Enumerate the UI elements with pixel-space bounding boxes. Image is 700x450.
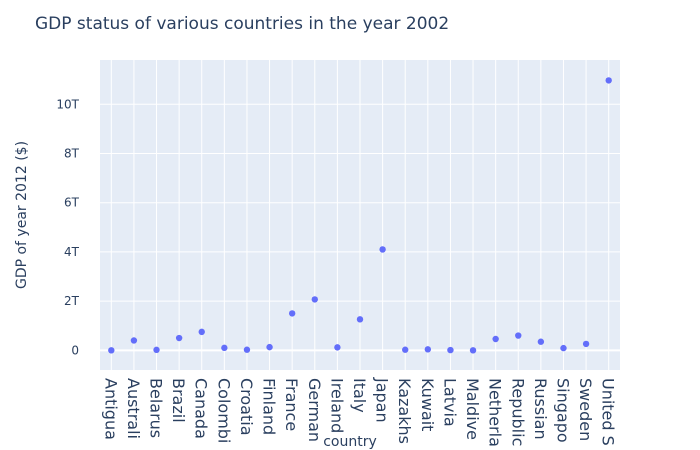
data-point[interactable] bbox=[221, 344, 228, 352]
data-point[interactable] bbox=[469, 347, 477, 354]
data-point[interactable] bbox=[379, 246, 386, 253]
x-tick-label: Canada bbox=[192, 378, 211, 439]
x-axis-title: country bbox=[323, 434, 377, 450]
data-point[interactable] bbox=[243, 346, 251, 353]
x-tick-label: Antigua bbox=[101, 378, 120, 440]
data-point[interactable] bbox=[108, 347, 115, 354]
x-axis-ticks: Antigua Australi Belarus Brazil Canada Colomb… bbox=[101, 377, 617, 447]
data-point[interactable] bbox=[537, 338, 545, 345]
data-point[interactable] bbox=[402, 346, 409, 353]
data-point[interactable] bbox=[492, 335, 499, 343]
data-point[interactable] bbox=[560, 344, 567, 352]
data-point[interactable] bbox=[582, 340, 590, 348]
x-tick-label: Sweden bbox=[576, 378, 595, 441]
x-tick-label: Kazakhs bbox=[395, 378, 414, 444]
data-point[interactable] bbox=[266, 343, 273, 351]
data-point[interactable] bbox=[605, 77, 612, 84]
data-point[interactable] bbox=[175, 334, 183, 342]
x-tick-label: United S bbox=[599, 378, 618, 446]
data-point[interactable] bbox=[356, 316, 364, 323]
x-tick-label: Croatia bbox=[237, 378, 256, 436]
data-point[interactable] bbox=[130, 337, 138, 344]
x-tick-label: Finland bbox=[260, 378, 279, 435]
y-tick-label: 6T bbox=[64, 196, 80, 210]
y-tick-label: 8T bbox=[64, 146, 80, 160]
data-points bbox=[108, 77, 612, 354]
x-tick-label: Colombi bbox=[214, 378, 233, 443]
x-tick-label: Russian bbox=[531, 378, 550, 440]
x-tick-label: Brazil bbox=[169, 378, 188, 423]
x-tick-label: Singapo bbox=[553, 378, 572, 443]
x-tick-label: Italy bbox=[350, 378, 369, 413]
data-point[interactable] bbox=[288, 310, 296, 317]
x-tick-label: Maldive bbox=[463, 378, 482, 440]
data-point[interactable] bbox=[198, 328, 205, 336]
y-tick-label: 4T bbox=[64, 245, 80, 259]
x-tick-label: Netherla bbox=[486, 378, 505, 447]
x-tick-label: France bbox=[282, 378, 301, 431]
grid-lines bbox=[100, 60, 620, 370]
data-point[interactable] bbox=[515, 332, 522, 339]
y-tick-label: 0 bbox=[71, 343, 79, 357]
x-tick-label: German bbox=[305, 378, 324, 442]
x-tick-label: Ireland bbox=[327, 378, 346, 433]
x-tick-label: Australi bbox=[124, 378, 143, 439]
y-axis-title: GDP of year 2012 ($) bbox=[14, 141, 30, 289]
y-axis-ticks: 0 2T 4T 6T 8T 10T bbox=[56, 97, 79, 357]
y-tick-label: 10T bbox=[56, 97, 79, 111]
data-point[interactable] bbox=[153, 346, 160, 354]
data-point[interactable] bbox=[447, 346, 454, 354]
y-tick-label: 2T bbox=[64, 294, 80, 308]
data-point[interactable] bbox=[334, 344, 341, 351]
x-tick-label: Republic bbox=[508, 378, 527, 446]
x-tick-label: Belarus bbox=[147, 378, 166, 438]
x-tick-label: Japan bbox=[373, 377, 392, 423]
x-tick-label: Kuwait bbox=[418, 378, 437, 431]
chart-title: GDP status of various countries in the y… bbox=[35, 14, 449, 34]
data-point[interactable] bbox=[424, 346, 432, 353]
x-tick-label: Latvia bbox=[440, 378, 459, 427]
data-point[interactable] bbox=[311, 296, 318, 303]
